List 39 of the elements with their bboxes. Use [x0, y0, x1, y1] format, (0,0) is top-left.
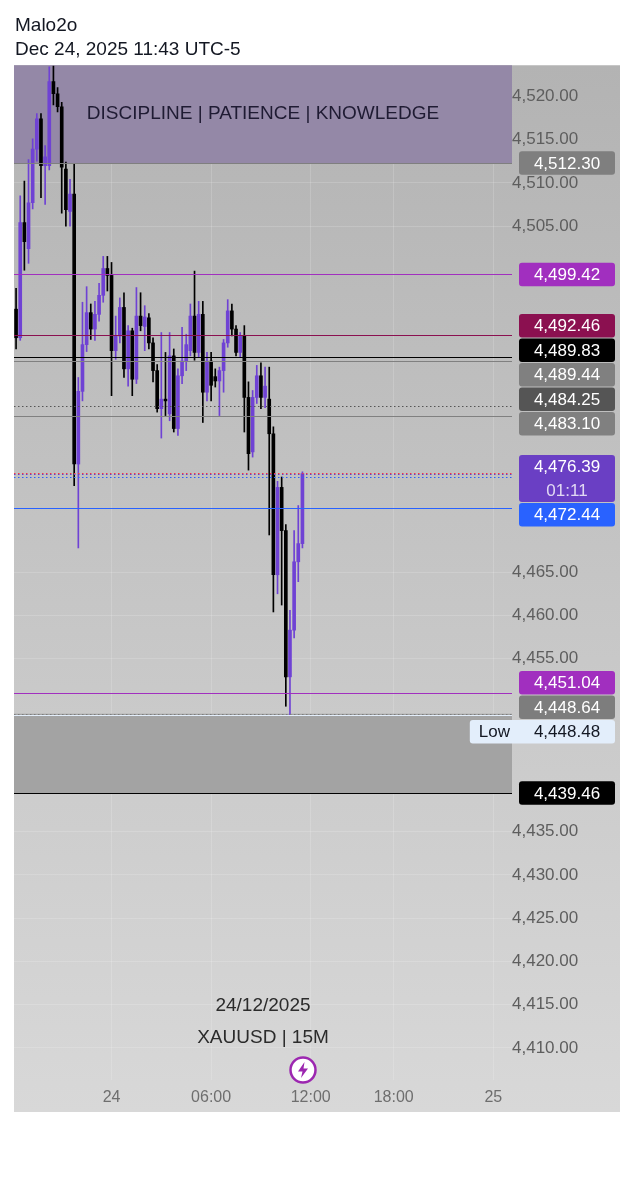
ref-line-label: 4,483.10: [533, 414, 601, 434]
band-label: DISCIPLINE | PATIENCE | KNOWLEDGE: [86, 102, 440, 124]
y-tick-label: 4,515.00: [511, 129, 579, 149]
ref-line-label: 4,499.42: [533, 265, 601, 285]
chart-title: Malo2o: [15, 13, 79, 37]
ref-line-label: 4,489.44: [533, 365, 601, 385]
y-tick-label: 4,435.00: [511, 821, 579, 841]
y-tick-label: 4,415.00: [511, 994, 579, 1014]
y-tick-label: 4,430.00: [511, 864, 579, 884]
ref-line-label: 4,476.39 01:11: [533, 457, 601, 500]
y-tick-label: 4,425.00: [511, 907, 579, 927]
annotation: Low: [478, 722, 511, 742]
ref-line-label: 4,448.64: [533, 697, 601, 717]
x-tick-label: 24: [102, 1088, 121, 1106]
x-tick-label: 25: [484, 1088, 503, 1106]
ref-line-label: 4,492.46: [533, 316, 601, 336]
ref-line-label: 4,489.83: [533, 340, 601, 360]
y-tick-label: 4,455.00: [511, 648, 579, 668]
chart-subtitle: Dec 24, 2025 11:43 UTC-5: [15, 37, 241, 61]
ref-line-label: 4,472.44: [533, 505, 601, 525]
ref-line-label: 4,484.25: [533, 389, 601, 409]
y-tick-label: 4,520.00: [511, 86, 579, 106]
ref-line-label: 4,451.04: [533, 673, 601, 693]
candlestick: [159, 332, 164, 439]
x-tick-label: 06:00: [191, 1088, 232, 1106]
ref-line-label: 4,512.30: [533, 153, 601, 173]
y-tick-label: 4,460.00: [511, 605, 579, 625]
y-tick-label: 4,420.00: [511, 951, 579, 971]
ref-line-label: 4,439.46: [533, 783, 601, 803]
x-tick-label: 12:00: [290, 1088, 331, 1106]
y-tick-label: 4,465.00: [511, 561, 579, 581]
candlestick: [142, 305, 147, 352]
y-tick-label: 4,505.00: [511, 215, 579, 235]
y-tick-label: 4,510.00: [511, 172, 579, 192]
annotation: XAUUSD | 15M: [197, 1026, 329, 1048]
annotation: 24/12/2025: [215, 994, 311, 1016]
x-tick-label: 18:00: [373, 1088, 414, 1106]
y-tick-label: 4,410.00: [511, 1037, 579, 1057]
ref-line-label: 4,448.48: [533, 722, 601, 742]
